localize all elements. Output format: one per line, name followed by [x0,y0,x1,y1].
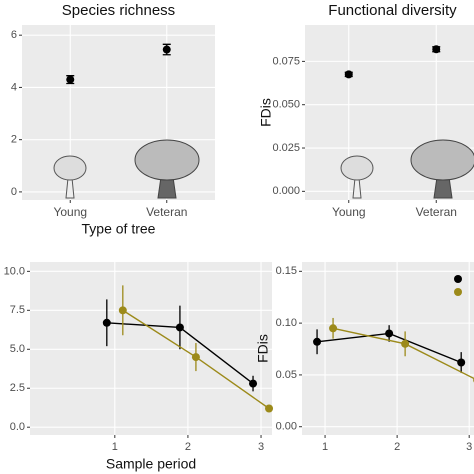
x-tick-label: Young [53,205,87,219]
tree-illustrations [53,139,474,199]
y-tick-label: 2 [11,134,17,146]
chart-title: Functional diversity [328,2,457,19]
y-tick-label: 4 [11,81,17,93]
y-tick-label: 0.00 [276,421,297,433]
y-tick-label: 2.5 [10,382,25,394]
x-tick-label: 1 [112,441,118,453]
y-axis-label: FDis [258,98,274,127]
data-point [385,329,394,338]
data-point [191,353,200,362]
data-point [66,75,75,84]
x-tick-label: Veteran [416,205,457,219]
data-point [432,45,441,54]
x-tick-label: 3 [466,441,472,453]
y-tick-label: 0.10 [276,317,297,329]
y-tick-label: 0.025 [272,142,300,154]
x-tick-label: 2 [394,441,400,453]
x-tick-label: 3 [258,441,264,453]
x-tick-label: Veteran [146,205,187,219]
y-tick-label: 7.5 [10,304,25,316]
data-point [162,45,171,54]
young-tree-icon [340,155,374,199]
x-tick-label: 1 [322,441,328,453]
y-tick-label: 0.0 [10,421,25,433]
y-tick-label: 6 [11,29,17,41]
data-point [175,323,184,332]
data-point [329,324,338,333]
panel-background [302,262,474,435]
chart-title: Species richness [62,2,175,19]
data-point [102,318,111,327]
data-point [249,379,258,388]
data-point [344,70,353,79]
x-tick-label: 2 [185,441,191,453]
panel-background [30,262,272,435]
x-axis-label: Sample period [106,456,196,472]
veteran-tree-icon [410,139,474,199]
y-tick-label: 10.0 [4,265,25,277]
y-tick-label: 0.15 [276,265,297,277]
data-point [457,358,466,367]
young-tree-icon [53,155,87,199]
data-point [118,306,127,315]
y-tick-label: 5.0 [10,343,25,355]
y-tick-label: 0 [11,186,17,198]
data-point [313,337,322,346]
y-tick-label: 0.075 [272,55,300,67]
y-tick-label: 0.05 [276,369,297,381]
y-tick-label: 0.000 [272,185,300,197]
veteran-tree-icon [134,139,200,199]
x-tick-label: Young [332,205,366,219]
y-tick-label: 0.050 [272,99,300,111]
data-point [265,404,274,413]
x-axis-label: Type of tree [82,221,156,237]
legend-swatch [454,275,462,283]
legend-swatch [454,288,462,296]
y-axis-label: FDis [255,334,271,363]
data-point [401,339,410,348]
